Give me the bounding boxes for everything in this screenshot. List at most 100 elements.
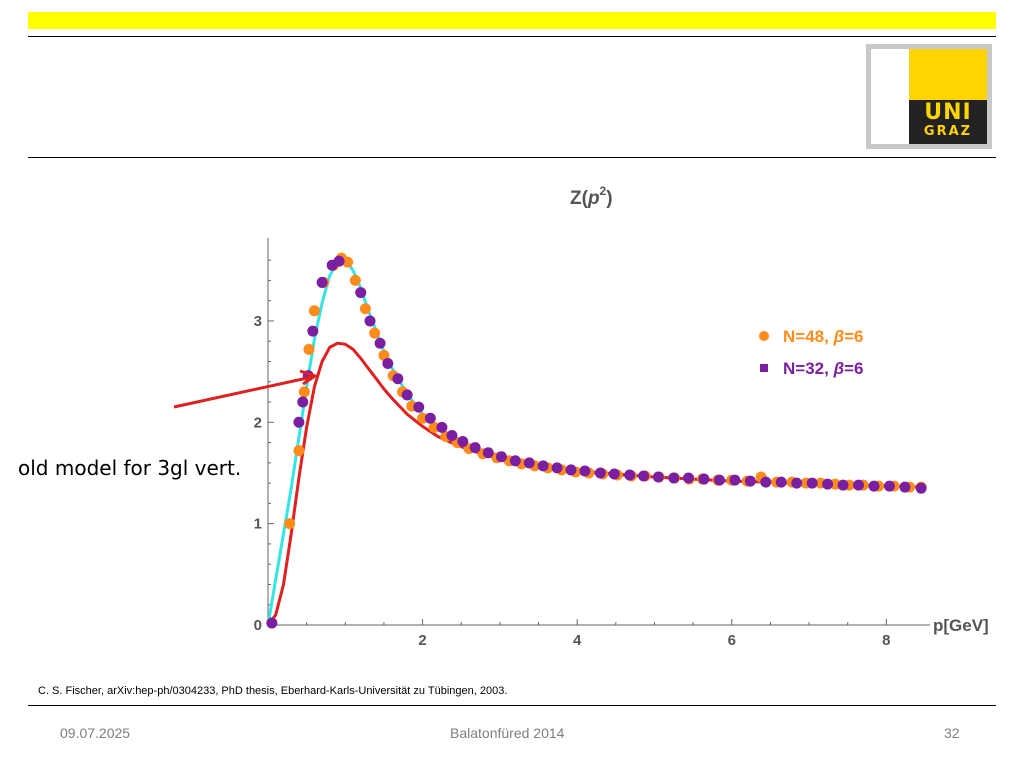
data-point-n48 [359,303,371,315]
data-point-n32 [382,358,394,370]
legend-eq-n32: =6 [844,359,863,378]
data-point-n32 [266,617,278,629]
data-point-n32 [565,464,577,476]
chart-title-exp: 2 [600,184,607,198]
annotation-arrow-head [299,369,319,386]
data-point-n48 [417,412,429,424]
legend-marker-n48 [759,331,769,341]
data-point-n32 [837,479,849,491]
data-point-n32 [509,455,521,467]
svg-text:Z(p2): Z(p2) [570,184,613,209]
header-rule-top [28,36,996,37]
data-point-n48 [308,305,320,317]
data-point-n32 [436,421,448,433]
data-point-n32 [293,416,305,428]
data-point-n32 [316,276,328,288]
x-axis-label: p[GeV] [933,616,989,635]
data-point-n32 [374,337,386,349]
annotation-arrow-line [173,375,313,409]
data-point-n32 [457,436,469,448]
lattice-fit-curve [266,258,926,626]
legend-beta-n32: β [833,359,845,378]
data-point-n48 [303,343,315,355]
data-point-n32 [297,396,309,408]
data-point-n48 [349,274,361,286]
data-point-n32 [355,287,367,299]
data-point-n32 [791,477,803,489]
data-point-n32 [624,469,636,481]
data-point-n32 [401,389,413,401]
data-point-n32 [608,468,620,480]
data-point-n32 [713,474,725,486]
citation: C. S. Fischer, arXiv:hep-ph/0304233, PhD… [38,685,508,697]
data-point-n32 [307,325,319,337]
data-point-n32 [806,477,818,489]
x-tick-label: 6 [728,632,736,649]
data-point-n32 [682,472,694,484]
legend-eq-n48: =6 [844,327,863,346]
chart-title-var: p [587,188,600,209]
data-point-n32 [668,472,680,484]
data-point-n48 [369,327,381,339]
logo-white-panel [871,49,909,144]
data-point-n32 [760,476,772,488]
svg-text:N=48, β=6: N=48, β=6 [783,327,864,346]
data-point-n32 [729,474,741,486]
data-point-n48 [293,445,305,457]
data-point-n32 [495,451,507,463]
footer-rule [28,705,996,706]
svg-text:N=32, β=6: N=32, β=6 [783,359,864,378]
data-point-n32 [333,255,345,267]
data-point-n32 [364,315,376,327]
data-point-n48 [342,256,354,268]
data-point-n32 [469,442,481,454]
data-point-n32 [537,460,549,472]
data-point-n32 [915,482,927,494]
data-point-n32 [853,479,865,491]
y-tick-label: 1 [254,516,262,533]
logo-black-panel [909,100,987,144]
chart-title-main: Z( [570,188,589,209]
data-point-n32 [551,462,563,474]
footer-date: 09.07.2025 [60,725,131,741]
data-point-n32 [424,412,436,424]
data-point-n32 [446,429,458,441]
logo-text-uni: UNI [924,100,972,125]
data-point-n32 [392,373,404,385]
data-point-n32 [868,480,880,492]
data-point-n32 [883,480,895,492]
data-point-n48 [298,386,310,398]
uni-graz-logo: UNI GRAZ [866,44,992,149]
logo-text-graz: GRAZ [923,124,973,139]
data-point-n32 [652,471,664,483]
data-point-n32 [413,401,425,413]
data-point-n32 [775,476,787,488]
y-tick-label: 3 [254,313,262,330]
data-point-n48 [284,518,296,530]
x-tick-label: 8 [882,632,890,649]
legend-label-n32: N=32, [783,359,834,378]
data-point-n32 [579,465,591,477]
data-point-n32 [594,467,606,479]
data-point-n32 [822,478,834,490]
footer-event: Balatonfüred 2014 [450,725,565,741]
data-point-n32 [744,475,756,487]
old-model-annotation: old model for 3gl vert. [18,456,242,480]
legend-beta-n48: β [833,327,845,346]
x-tick-label: 4 [573,632,582,649]
data-point-n32 [698,473,710,485]
data-point-n48 [428,421,440,433]
footer-page-number: 32 [944,725,960,741]
header-rule-bottom [28,157,996,158]
data-point-n32 [899,481,911,493]
data-point-n32 [482,447,494,459]
legend-marker-n32 [760,364,768,372]
chart-title-close: ) [606,188,612,209]
data-point-n32 [523,457,535,469]
y-tick-label: 0 [254,617,262,634]
legend-label-n48: N=48, [783,327,834,346]
top-accent-bar [28,12,996,29]
data-point-n32 [638,470,650,482]
y-tick-label: 2 [254,414,262,431]
